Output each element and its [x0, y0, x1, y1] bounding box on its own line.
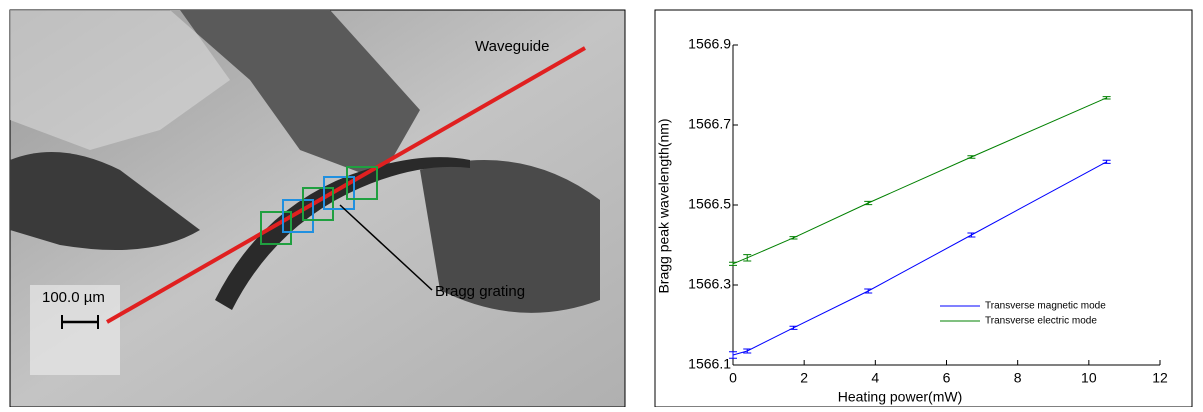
y-tick-label: 1566.9 — [688, 36, 731, 52]
x-tick-label: 12 — [1152, 370, 1168, 386]
x-axis-label: Heating power(mW) — [838, 389, 962, 405]
x-tick-label: 4 — [871, 370, 879, 386]
waveguide-label: Waveguide — [475, 38, 550, 55]
plot-frame — [655, 10, 1192, 407]
scale-label: 100.0 µm — [42, 289, 105, 306]
grating-label: Bragg grating — [435, 283, 525, 300]
y-tick-label: 1566.5 — [688, 196, 731, 212]
legend-label: Transverse electric mode — [985, 316, 1097, 327]
y-axis-label: Bragg peak wavelength(nm) — [656, 118, 672, 293]
y-tick-label: 1566.1 — [688, 356, 731, 372]
error-bar — [789, 326, 797, 329]
series-line — [733, 98, 1107, 264]
x-tick-label: 0 — [729, 370, 737, 386]
y-tick-label: 1566.7 — [688, 116, 731, 132]
y-tick-label: 1566.3 — [688, 276, 731, 292]
error-bar — [789, 237, 797, 239]
sem-image: Waveguide Bragg grating 100.0 µm — [10, 10, 625, 407]
x-tick-label: 2 — [800, 370, 808, 386]
x-tick-label: 6 — [943, 370, 951, 386]
error-bar — [1103, 160, 1111, 163]
error-bar — [743, 255, 751, 261]
legend-label: Transverse magnetic mode — [985, 301, 1106, 312]
figure: Waveguide Bragg grating 100.0 µm Heating… — [0, 0, 1203, 407]
x-tick-label: 8 — [1014, 370, 1022, 386]
x-tick-label: 10 — [1081, 370, 1097, 386]
error-bar — [729, 262, 737, 265]
error-bar — [864, 201, 872, 204]
error-bar — [1103, 97, 1111, 99]
error-bar — [967, 156, 975, 158]
